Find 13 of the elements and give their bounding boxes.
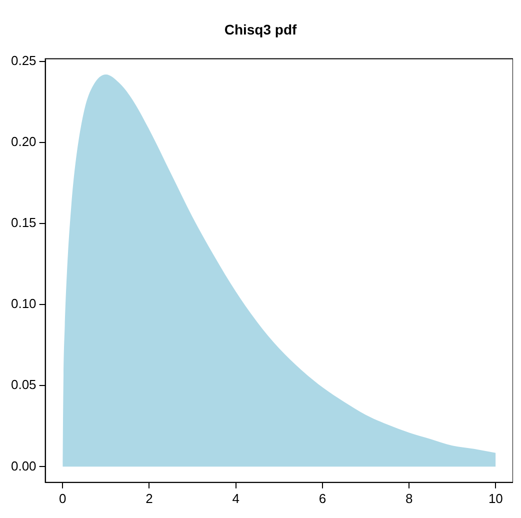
x-tick-label: 6	[318, 490, 326, 506]
y-tick-label: 0.20	[10, 134, 36, 150]
y-tick-label: 0.25	[10, 53, 36, 68]
chart-title: Chisq3 pdf	[224, 21, 297, 38]
x-tick-label: 10	[488, 490, 503, 506]
y-tick-label: 0.05	[10, 377, 36, 392]
y-tick-label: 0.10	[10, 296, 36, 312]
x-tick-label: 8	[405, 490, 413, 506]
x-tick-label: 2	[146, 490, 153, 506]
y-tick-label: 0.15	[10, 215, 36, 230]
x-tick-label: 0	[59, 490, 66, 506]
y-tick-label: 0.00	[10, 458, 36, 474]
x-tick-label: 4	[232, 490, 240, 506]
